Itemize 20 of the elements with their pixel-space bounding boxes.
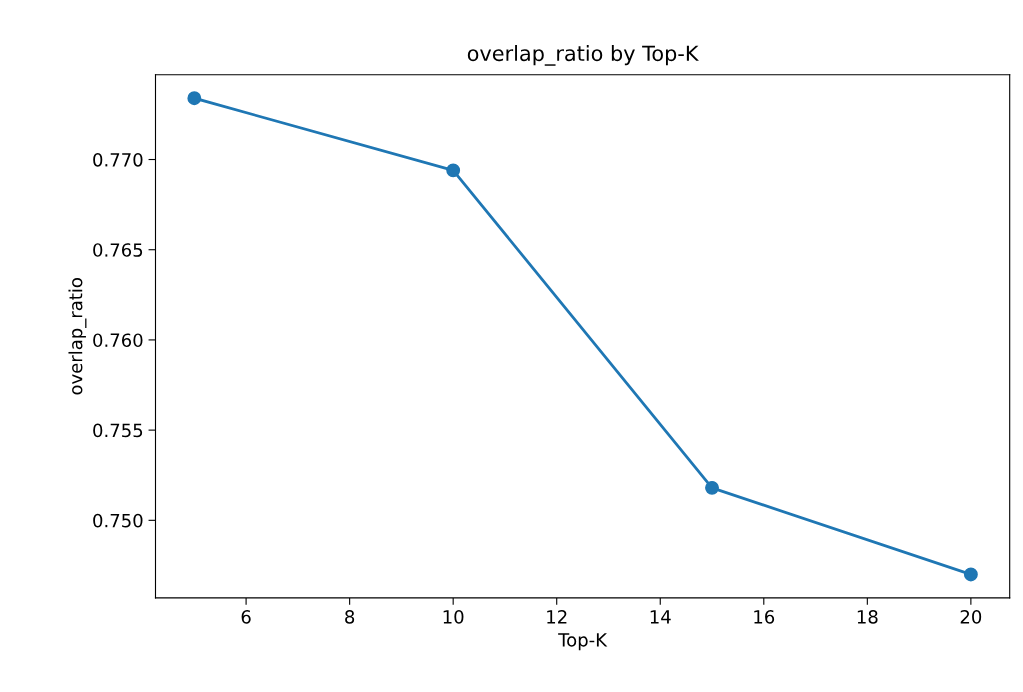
x-tick-label: 6 [241, 610, 251, 624]
y-axis-title: overlap_ratio [68, 278, 87, 395]
x-tick-label: 18 [857, 610, 878, 624]
x-tick-label: 14 [650, 610, 671, 624]
y-tick-label: 0.755 [93, 423, 143, 438]
point [446, 163, 461, 178]
x-tick-label: 20 [960, 610, 982, 624]
y-tick-label: 0.770 [93, 152, 143, 167]
x-tick-label: 8 [345, 610, 355, 624]
point [187, 91, 202, 106]
point [963, 567, 978, 582]
point [705, 480, 719, 495]
chart-title: overlap_ratio by Top-K [467, 45, 699, 66]
y-tick-label: 0.765 [93, 243, 143, 257]
x-axis-title: Top-K [558, 633, 608, 651]
y-tick-label: 0.760 [93, 333, 143, 348]
x-tick-label: 10 [443, 610, 464, 624]
y-tick-label: 0.750 [93, 513, 143, 528]
x-tick-label: 12 [547, 610, 567, 624]
x-tick-label: 16 [754, 610, 775, 624]
